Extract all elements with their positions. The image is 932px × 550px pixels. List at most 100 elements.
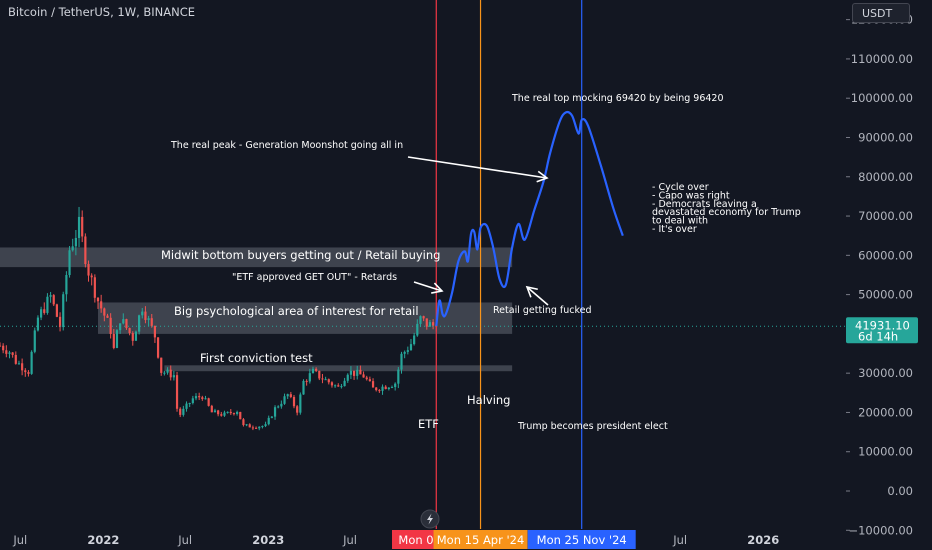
candle [147,315,150,327]
candle [122,313,125,325]
candle [280,400,283,409]
y-tick-label: 50000.00 [858,288,913,302]
candle [292,395,296,409]
candle [248,423,251,428]
x-tick-label: Jul [342,533,357,547]
candle [242,418,245,427]
candle [267,415,270,426]
y-tick-label: −10000.00 [848,523,913,537]
candle [52,294,55,307]
zone-1 [98,302,513,334]
x-tick-label: Jul [12,533,27,547]
candle [397,367,400,389]
x-tick-label: 2023 [252,533,284,547]
currency-button[interactable]: USDT [852,3,910,23]
candle [17,360,21,365]
candle [2,343,5,354]
candle [406,346,409,355]
y-tick-label: 30000.00 [858,366,913,380]
event-label-trump: Trump becomes president elect [517,421,668,432]
svg-text:Mon 15 Apr '24: Mon 15 Apr '24 [437,533,525,547]
candle [134,330,138,341]
candle [160,357,163,376]
candle [182,405,185,417]
candle [207,397,210,407]
y-tick-label: 20000.00 [858,405,913,419]
candle [93,274,96,303]
candle [14,351,17,365]
price-axis[interactable]: −10000.000.0010000.0020000.0030000.00400… [846,0,932,550]
event-label-etf: ETF [418,417,439,431]
candle [43,302,46,315]
projection-path [435,110,624,327]
date-badge-0: Mon 0 [392,530,440,549]
y-tick-label: 90000.00 [858,130,913,144]
candle [81,210,84,243]
y-tick-label: 100000.00 [851,91,913,105]
candle [432,319,435,330]
candle [251,425,255,431]
candle [84,233,87,268]
candle [356,365,359,380]
candle [327,378,330,385]
candle [179,407,182,418]
candle [264,421,267,428]
candle [387,387,390,391]
x-tick-label: Jul [177,533,192,547]
annotations-layer: The real top mocking 69420 by being 9642… [161,93,801,432]
date-badge-1: Mon 15 Apr '24 [433,530,528,549]
candle [163,370,166,376]
candle [172,370,175,381]
candle [270,415,273,419]
candle [55,303,59,318]
candle [210,404,213,413]
date-badge-2: Mon 25 Nov '24 [527,530,636,549]
y-tick-label: 60000.00 [858,248,913,262]
candle [419,315,422,328]
candle [156,337,160,359]
y-tick-label: 10000.00 [858,445,913,459]
candle [394,382,397,391]
candle [299,392,302,415]
candle [337,383,340,387]
candle [62,291,65,331]
annotation-cycle-over-line: devastated economy for Trump [652,207,801,218]
zone-0 [0,247,513,268]
candle [217,409,220,417]
candle [362,371,365,378]
candle [90,273,93,286]
candle [368,376,371,382]
svg-text:Mon 25 Nov '24: Mon 25 Nov '24 [537,533,627,547]
candle [150,313,153,328]
candle [96,297,100,309]
candle [375,387,378,392]
candle [204,395,207,400]
candle [191,395,194,405]
last-price-value: 41931.10 [855,318,910,332]
candle [390,385,394,389]
candle [0,342,2,347]
candle [138,314,141,335]
candle [100,294,103,313]
candle [223,410,226,417]
arrow-etf [413,281,444,294]
candle [11,352,14,358]
candle [352,370,356,380]
candle [289,391,292,399]
candle [428,319,432,327]
candle [413,332,416,346]
lightning-icon[interactable] [420,509,440,529]
annotation-cycle-over-line: - Cycle over [652,182,709,193]
event-lines [435,0,583,546]
candle [245,424,248,427]
candle [220,411,223,417]
annotation-cycle-over-line: - Democrats leaving a [652,199,757,210]
candle [416,319,419,337]
candle [318,370,321,381]
candle [236,410,239,416]
candle [87,260,90,282]
y-tick-label: 0.00 [887,484,913,498]
candle [343,377,346,387]
